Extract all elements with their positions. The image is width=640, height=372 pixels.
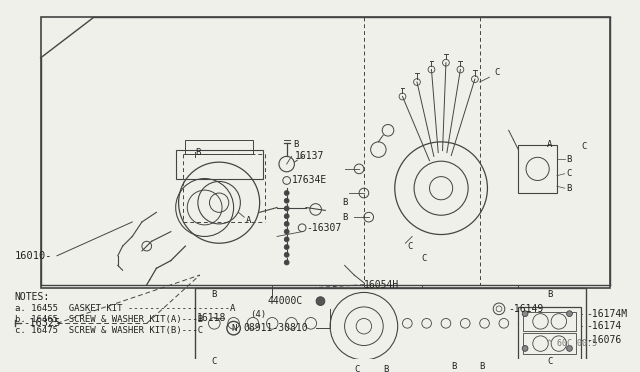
Text: c. 16475  SCREW & WASHER KIT(B)---C: c. 16475 SCREW & WASHER KIT(B)---C bbox=[15, 326, 203, 334]
Circle shape bbox=[284, 229, 289, 234]
Bar bbox=[518, 307, 581, 360]
Text: C: C bbox=[494, 68, 500, 77]
Text: B: B bbox=[566, 155, 572, 164]
Text: B: B bbox=[566, 184, 572, 193]
Text: C: C bbox=[566, 169, 572, 178]
Text: 44000C: 44000C bbox=[268, 296, 303, 306]
Bar bbox=[195, 288, 586, 372]
Text: B: B bbox=[195, 148, 200, 157]
Text: B: B bbox=[211, 290, 217, 299]
Circle shape bbox=[284, 198, 289, 203]
Text: NOTES:: NOTES: bbox=[15, 292, 50, 302]
Circle shape bbox=[284, 245, 289, 250]
Bar bbox=[176, 150, 262, 179]
Text: ^ 60C 00:5: ^ 60C 00:5 bbox=[547, 339, 598, 348]
Text: -16149: -16149 bbox=[509, 304, 544, 314]
Text: -16325: -16325 bbox=[23, 318, 61, 328]
Text: N: N bbox=[231, 324, 236, 333]
Text: B: B bbox=[293, 140, 299, 149]
Text: -16174M: -16174M bbox=[586, 309, 627, 319]
Text: 16118: 16118 bbox=[197, 314, 227, 324]
Circle shape bbox=[284, 252, 289, 257]
Text: A: A bbox=[246, 215, 252, 225]
Text: C: C bbox=[407, 241, 413, 251]
Text: 08911-30810: 08911-30810 bbox=[243, 323, 308, 333]
Text: b. 16465  SCREW & WASHER KIT(A)---B: b. 16465 SCREW & WASHER KIT(A)---B bbox=[15, 315, 203, 324]
Text: a. 16455  GASKET KIT -------------------A: a. 16455 GASKET KIT -------------------A bbox=[15, 304, 235, 313]
Circle shape bbox=[284, 206, 289, 211]
Text: B: B bbox=[342, 198, 348, 207]
Text: -16174: -16174 bbox=[586, 321, 621, 331]
Bar bbox=[523, 333, 576, 354]
Text: A: A bbox=[547, 140, 553, 149]
Text: B: B bbox=[451, 362, 456, 371]
Bar bbox=[40, 17, 610, 288]
Bar bbox=[186, 140, 253, 154]
Bar bbox=[518, 145, 557, 193]
Circle shape bbox=[284, 221, 289, 226]
Bar bbox=[523, 312, 576, 331]
Circle shape bbox=[522, 346, 528, 351]
Text: C: C bbox=[422, 254, 427, 263]
Text: C: C bbox=[355, 365, 360, 372]
Circle shape bbox=[284, 214, 289, 219]
Text: C: C bbox=[547, 357, 553, 366]
Text: 17634E: 17634E bbox=[291, 176, 327, 186]
Text: -16307: -16307 bbox=[306, 223, 341, 233]
Text: 16054H: 16054H bbox=[364, 280, 399, 290]
Circle shape bbox=[522, 311, 528, 317]
Circle shape bbox=[566, 311, 572, 317]
Text: C: C bbox=[211, 357, 217, 366]
Circle shape bbox=[566, 346, 572, 351]
Text: 16137: 16137 bbox=[294, 151, 324, 161]
Text: (4): (4) bbox=[250, 310, 266, 319]
Circle shape bbox=[284, 260, 289, 265]
Text: C: C bbox=[581, 142, 586, 151]
Text: -16076: -16076 bbox=[586, 335, 621, 345]
Circle shape bbox=[284, 190, 289, 195]
Text: B: B bbox=[342, 213, 348, 222]
Text: B: B bbox=[547, 290, 553, 299]
Circle shape bbox=[316, 297, 325, 305]
Text: B: B bbox=[383, 365, 388, 372]
Text: B: B bbox=[480, 362, 485, 371]
Circle shape bbox=[284, 237, 289, 242]
Text: 16010-: 16010- bbox=[15, 251, 52, 261]
